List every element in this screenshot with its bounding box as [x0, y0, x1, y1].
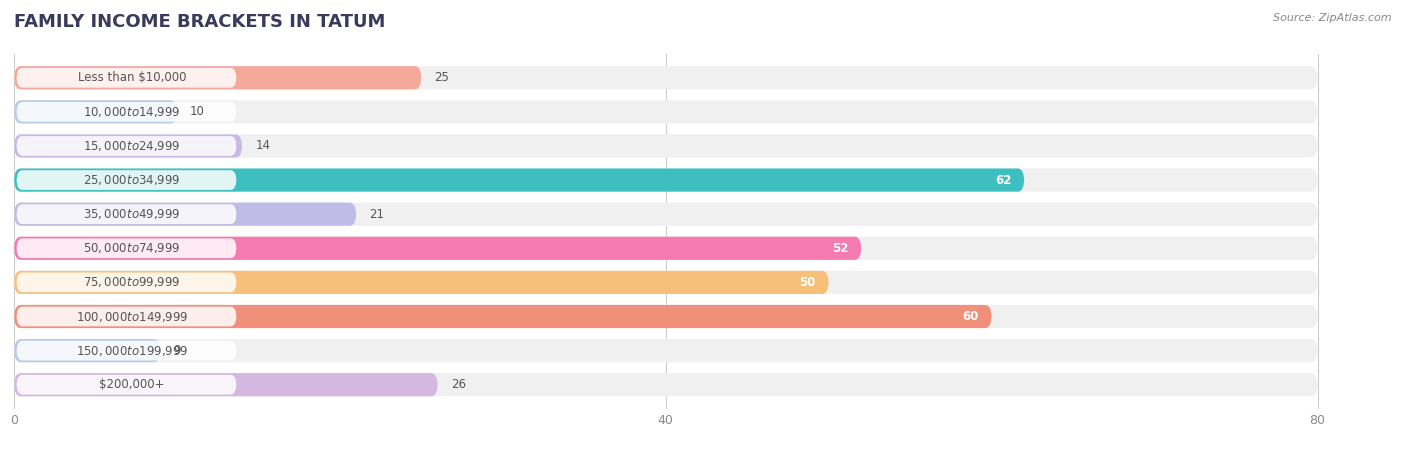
Text: Less than $10,000: Less than $10,000 — [77, 71, 187, 84]
FancyBboxPatch shape — [17, 102, 236, 122]
FancyBboxPatch shape — [17, 273, 236, 292]
Text: $15,000 to $24,999: $15,000 to $24,999 — [83, 139, 181, 153]
FancyBboxPatch shape — [17, 341, 236, 361]
FancyBboxPatch shape — [14, 305, 991, 328]
FancyBboxPatch shape — [14, 271, 1317, 294]
Text: 62: 62 — [995, 174, 1011, 187]
Text: 60: 60 — [962, 310, 979, 323]
FancyBboxPatch shape — [14, 339, 160, 362]
FancyBboxPatch shape — [14, 339, 1317, 362]
FancyBboxPatch shape — [14, 168, 1024, 192]
FancyBboxPatch shape — [14, 237, 1317, 260]
FancyBboxPatch shape — [14, 100, 177, 123]
Text: $100,000 to $149,999: $100,000 to $149,999 — [76, 309, 188, 323]
Text: 52: 52 — [832, 242, 848, 255]
Text: $35,000 to $49,999: $35,000 to $49,999 — [83, 207, 181, 221]
FancyBboxPatch shape — [14, 202, 356, 226]
FancyBboxPatch shape — [14, 134, 242, 158]
FancyBboxPatch shape — [14, 373, 1317, 396]
Text: 26: 26 — [451, 378, 465, 391]
FancyBboxPatch shape — [17, 170, 236, 190]
Text: $50,000 to $74,999: $50,000 to $74,999 — [83, 241, 181, 255]
FancyBboxPatch shape — [14, 237, 862, 260]
FancyBboxPatch shape — [14, 271, 828, 294]
Text: 25: 25 — [434, 71, 450, 84]
FancyBboxPatch shape — [17, 307, 236, 326]
Text: FAMILY INCOME BRACKETS IN TATUM: FAMILY INCOME BRACKETS IN TATUM — [14, 13, 385, 31]
Text: 10: 10 — [190, 106, 205, 119]
FancyBboxPatch shape — [14, 305, 1317, 328]
Text: 9: 9 — [174, 344, 181, 357]
Text: $200,000+: $200,000+ — [100, 378, 165, 391]
Text: $10,000 to $14,999: $10,000 to $14,999 — [83, 105, 181, 119]
FancyBboxPatch shape — [17, 204, 236, 224]
Text: 50: 50 — [799, 276, 815, 289]
FancyBboxPatch shape — [17, 136, 236, 156]
Text: $75,000 to $99,999: $75,000 to $99,999 — [83, 275, 181, 290]
FancyBboxPatch shape — [17, 238, 236, 258]
FancyBboxPatch shape — [14, 134, 1317, 158]
FancyBboxPatch shape — [17, 375, 236, 395]
Text: $25,000 to $34,999: $25,000 to $34,999 — [83, 173, 181, 187]
FancyBboxPatch shape — [14, 202, 1317, 226]
Text: $150,000 to $199,999: $150,000 to $199,999 — [76, 343, 188, 357]
FancyBboxPatch shape — [14, 168, 1317, 192]
Text: 14: 14 — [256, 140, 270, 153]
FancyBboxPatch shape — [17, 68, 236, 88]
FancyBboxPatch shape — [14, 100, 1317, 123]
Text: Source: ZipAtlas.com: Source: ZipAtlas.com — [1274, 13, 1392, 23]
FancyBboxPatch shape — [14, 373, 437, 396]
Text: 21: 21 — [370, 208, 384, 220]
FancyBboxPatch shape — [14, 66, 1317, 89]
FancyBboxPatch shape — [14, 66, 422, 89]
